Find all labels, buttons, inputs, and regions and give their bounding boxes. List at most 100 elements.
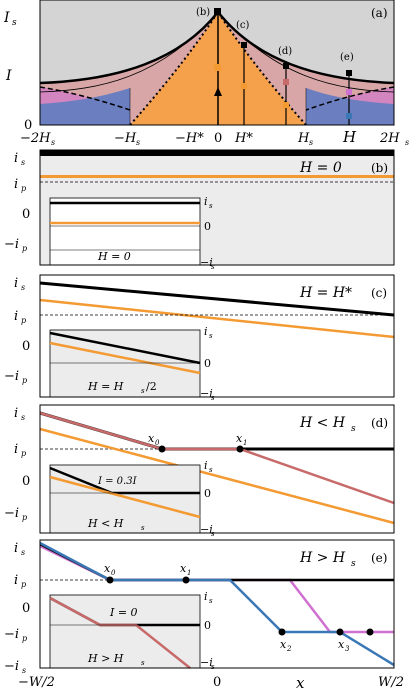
point-x0: [158, 445, 166, 453]
svg-text:1: 1: [187, 569, 191, 577]
ya-tick-is: I: [3, 10, 10, 26]
svg-text:0: 0: [213, 675, 221, 690]
svg-text:s: s: [209, 466, 213, 474]
svg-text:p: p: [21, 316, 26, 325]
svg-text:−i: −i: [4, 237, 19, 252]
panel-a: (a) (b) (c) (d) (e) I s I 0 −2H s −H s −H*…: [3, 0, 409, 147]
svg-text:W/2: W/2: [378, 675, 404, 690]
svg-text:0: 0: [204, 487, 211, 500]
svg-text:H*: H*: [234, 131, 253, 146]
svg-text:i: i: [14, 541, 18, 556]
svg-text:(c): (c): [371, 286, 387, 300]
svg-text:0: 0: [204, 357, 211, 370]
svg-text:s: s: [211, 394, 215, 402]
marker-e: (e): [340, 52, 354, 63]
svg-text:−i: −i: [4, 659, 19, 674]
svg-text:s: s: [209, 332, 213, 340]
svg-text:p: p: [21, 449, 26, 458]
svg-text:i: i: [204, 195, 208, 208]
svg-text:−W/2: −W/2: [18, 675, 55, 690]
svg-text:0: 0: [204, 220, 211, 233]
svg-text:−2H: −2H: [20, 131, 51, 146]
svg-text:−i: −i: [200, 656, 213, 669]
svg-text:s: s: [211, 663, 215, 671]
panel-a-tag: (a): [371, 6, 388, 20]
svg-text:−i: −i: [4, 627, 19, 642]
svg-text:s: s: [51, 138, 55, 147]
svg-text:p: p: [21, 580, 26, 589]
svg-text:s: s: [21, 283, 25, 292]
svg-text:3: 3: [345, 645, 350, 653]
svg-text:x: x: [148, 432, 155, 445]
svg-text:−H*: −H*: [175, 131, 204, 146]
svg-text:p: p: [22, 513, 27, 522]
svg-text:1: 1: [243, 439, 247, 447]
marker-c: (c): [236, 20, 250, 31]
svg-text:s: s: [211, 530, 215, 538]
svg-text:s: s: [209, 202, 213, 210]
svg-text:(e): (e): [371, 551, 387, 565]
svg-text:s: s: [12, 18, 17, 28]
svg-text:−H: −H: [114, 131, 137, 146]
svg-text:0: 0: [204, 619, 211, 632]
ya-tick-I: I: [5, 68, 12, 84]
svg-text:s: s: [21, 158, 25, 167]
svg-text:p: p: [21, 184, 26, 193]
svg-text:x: x: [338, 638, 345, 651]
svg-text:i: i: [14, 406, 18, 421]
svg-text:s: s: [209, 597, 213, 605]
svg-text:i: i: [204, 325, 208, 338]
point-x1: [236, 445, 244, 453]
panel-b-title: H = 0: [299, 160, 342, 176]
svg-text:i: i: [14, 573, 18, 588]
svg-text:p: p: [22, 376, 27, 385]
svg-text:i: i: [14, 177, 18, 192]
svg-text:i: i: [14, 276, 18, 291]
svg-text:2: 2: [286, 645, 292, 653]
svg-text:H: H: [297, 131, 310, 146]
svg-text:0: 0: [155, 439, 160, 447]
svg-text:/2: /2: [146, 380, 157, 393]
svg-text:(b): (b): [371, 161, 388, 175]
svg-text:H < H: H < H: [87, 517, 124, 530]
svg-text:x: x: [104, 562, 111, 575]
svg-text:0: 0: [214, 131, 222, 146]
svg-text:0: 0: [22, 601, 30, 616]
svg-text:x: x: [236, 432, 243, 445]
svg-text:0: 0: [111, 569, 116, 577]
svg-text:H > H: H > H: [87, 652, 124, 665]
svg-text:0: 0: [22, 339, 30, 354]
svg-text:(d): (d): [371, 416, 388, 430]
x-axis: −W/2 0 x W/2: [18, 674, 404, 692]
svg-text:0: 0: [22, 207, 30, 222]
svg-text:H: H: [342, 128, 357, 146]
svg-text:p: p: [22, 244, 27, 253]
svg-text:s: s: [22, 666, 26, 675]
svg-text:I = 0.3I: I = 0.3I: [97, 476, 138, 487]
svg-text:s: s: [21, 413, 25, 422]
svg-text:i: i: [14, 442, 18, 457]
svg-text:H = 0: H = 0: [97, 250, 131, 263]
svg-text:i: i: [14, 151, 18, 166]
svg-text:s: s: [21, 548, 25, 557]
svg-text:s: s: [141, 659, 145, 667]
svg-text:−i: −i: [4, 369, 19, 384]
svg-text:i: i: [204, 459, 208, 472]
svg-text:x: x: [296, 674, 305, 692]
svg-text:s: s: [309, 138, 313, 147]
svg-text:x: x: [280, 638, 287, 651]
marker-d: (d): [278, 46, 292, 57]
svg-text:s: s: [211, 263, 215, 271]
panel-c-title: H = H*: [299, 285, 352, 301]
panel-e-title: H > H: [299, 550, 346, 566]
svg-text:−i: −i: [200, 256, 213, 269]
svg-text:s: s: [351, 424, 356, 434]
svg-text:s: s: [351, 559, 356, 569]
svg-text:s: s: [141, 524, 145, 532]
svg-text:0: 0: [22, 474, 30, 489]
